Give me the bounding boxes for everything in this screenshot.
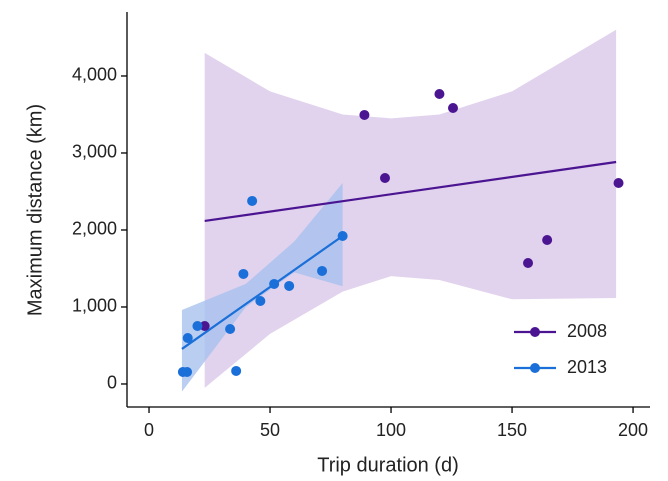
legend-marker [530,363,540,373]
point [317,265,328,276]
point [284,280,295,291]
x-tick-label: 100 [376,420,406,440]
confidence-band [181,183,343,392]
point [231,365,242,376]
point [182,333,193,344]
point [255,295,266,306]
confidence-band [204,29,617,388]
x-tick-label: 200 [618,420,648,440]
y-tick-label: 3,000 [72,142,117,162]
y-tick-label: 1,000 [72,296,117,316]
point [247,195,258,206]
x-axis-title: Trip duration (d) [317,454,459,476]
point [238,268,249,279]
point [447,103,458,114]
legend-marker [530,327,540,337]
point [613,178,624,189]
point [434,89,445,100]
point [337,230,348,241]
fit-line [181,235,344,350]
x-tick-label: 50 [260,420,280,440]
y-tick-label: 4,000 [72,65,117,85]
point [269,278,280,289]
point [192,320,203,331]
x-tick-label: 0 [144,420,154,440]
x-tick-label: 150 [497,420,527,440]
point [359,109,370,120]
point [523,258,534,269]
point [379,173,390,184]
point [542,234,553,245]
fit-line [204,160,617,223]
y-tick-label: 2,000 [72,219,117,239]
y-tick-label: 0 [107,373,117,393]
legend-label: 2013 [567,357,607,377]
legend-label: 2008 [567,321,607,341]
point [182,366,193,377]
y-axis-title: Maximum distance (km) [24,104,46,316]
point [199,320,210,331]
point [225,324,236,335]
